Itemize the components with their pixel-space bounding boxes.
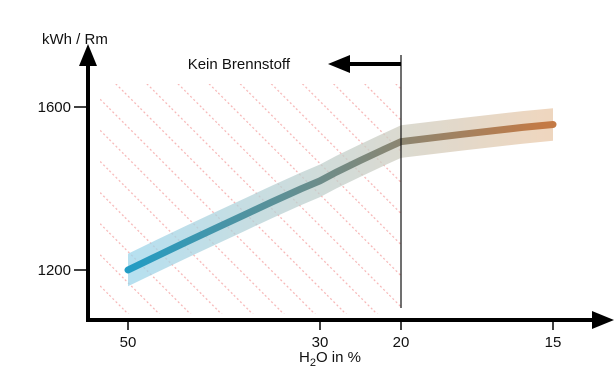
x-tick-30: 30 [312, 320, 329, 351]
series-line [124, 121, 557, 274]
x-axis-arrow [592, 311, 614, 329]
x-axis-label-pre: H [299, 349, 310, 366]
ticks: 1200 1600 50 30 20 15 [38, 99, 562, 351]
x-tick-20: 20 [393, 320, 410, 351]
annotation-arrow [328, 55, 401, 73]
x-axis-label-post: O in % [316, 349, 361, 366]
y-tick-label: 1200 [38, 262, 71, 279]
x-tick-label: 15 [545, 334, 562, 351]
y-axis-label: kWh / Rm [42, 31, 108, 48]
x-tick-label: 20 [393, 334, 410, 351]
annotation-label: Kein Brennstoff [188, 56, 291, 73]
y-tick-1200: 1200 [38, 262, 88, 279]
y-axis-arrow [79, 44, 97, 66]
x-tick-15: 15 [545, 320, 562, 351]
axes [79, 44, 614, 329]
x-tick-label: 50 [120, 334, 137, 351]
x-tick-50: 50 [120, 320, 137, 351]
y-tick-1600: 1600 [38, 99, 88, 116]
y-tick-label: 1600 [38, 99, 71, 116]
x-tick-label: 30 [312, 334, 329, 351]
x-axis-label-sub: 2 [310, 357, 316, 369]
x-axis-label: H2O in % [299, 349, 361, 369]
